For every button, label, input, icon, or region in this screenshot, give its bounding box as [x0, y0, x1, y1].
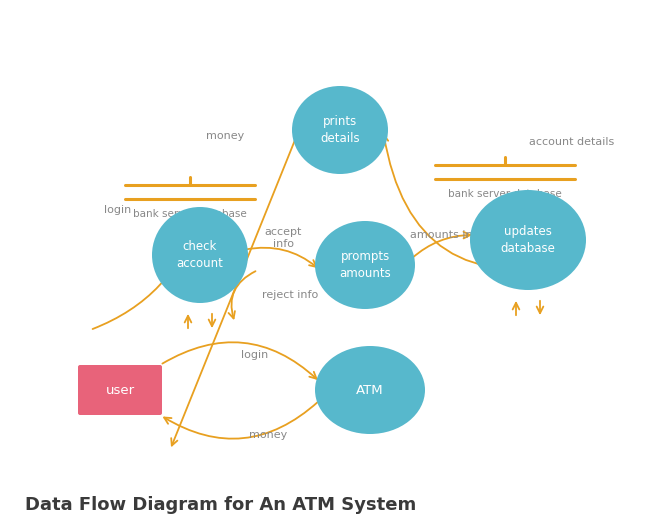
Text: check
account: check account: [177, 240, 224, 270]
Text: login: login: [241, 350, 268, 360]
Ellipse shape: [470, 190, 586, 290]
Text: login: login: [105, 205, 131, 215]
Text: account details: account details: [529, 137, 615, 147]
Text: bank server database: bank server database: [448, 189, 562, 199]
Ellipse shape: [315, 346, 425, 434]
Text: prints
details: prints details: [320, 115, 360, 145]
Text: money: money: [249, 430, 287, 440]
Text: Data Flow Diagram for An ATM System: Data Flow Diagram for An ATM System: [25, 496, 416, 514]
Ellipse shape: [152, 207, 248, 303]
Text: ATM: ATM: [356, 384, 384, 397]
Text: updates
database: updates database: [500, 225, 556, 255]
Text: accept
info: accept info: [265, 227, 302, 249]
Text: reject info: reject info: [262, 290, 318, 300]
Text: user: user: [105, 384, 135, 397]
Text: prompts
amounts: prompts amounts: [339, 250, 391, 280]
FancyBboxPatch shape: [78, 365, 162, 415]
Text: bank server database: bank server database: [133, 209, 247, 219]
Text: amounts info: amounts info: [410, 230, 484, 240]
Ellipse shape: [315, 221, 415, 309]
Ellipse shape: [292, 86, 388, 174]
Text: money: money: [206, 131, 244, 141]
